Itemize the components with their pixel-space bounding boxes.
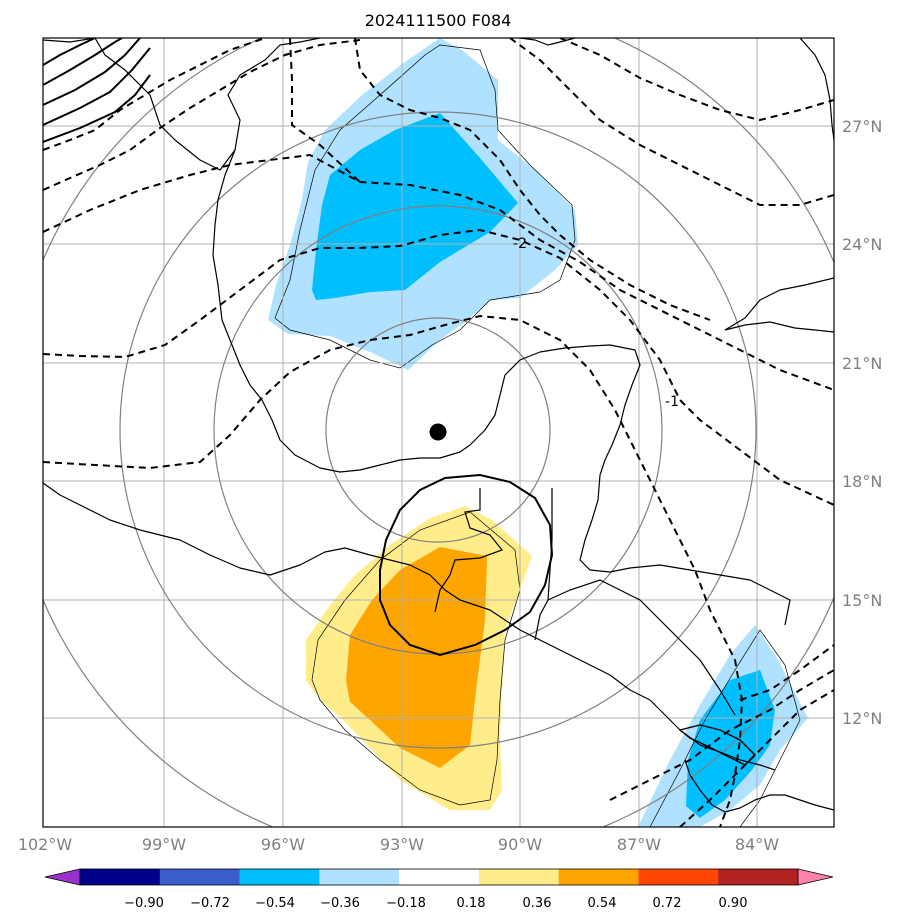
lon-label: 87°W [617, 835, 661, 854]
thin-outline-caribbean [649, 629, 801, 827]
solid-contour-5 [43, 74, 151, 143]
dashed-contour-5 [43, 314, 744, 827]
colorbar-tick-label: 0.72 [653, 896, 682, 911]
lat-label: 12°N [842, 709, 882, 728]
map-frame [42, 37, 835, 828]
colorbar-segment [399, 869, 480, 885]
map-area: -2 -1 [43, 38, 834, 827]
figure-title: 2024111500 F084 [365, 11, 512, 30]
lon-label: 93°W [380, 835, 424, 854]
lat-label: 21°N [842, 354, 882, 373]
dashed-contour-6 [289, 38, 361, 183]
lon-label: 90°W [498, 835, 542, 854]
solid-contours [43, 38, 756, 766]
coastlines [43, 38, 834, 813]
mexico-east-coast [212, 149, 471, 473]
colorbar-tick-label: −0.18 [386, 896, 426, 911]
florida-tip [799, 38, 834, 141]
thin-outline-south [311, 511, 521, 806]
solid-contour-low [379, 473, 554, 657]
colorbar-tick-label: −0.36 [320, 896, 360, 911]
colorbar-tick-label: −0.90 [124, 896, 164, 911]
lat-label: 15°N [842, 591, 882, 610]
dashed-contour-4 [43, 228, 834, 506]
colorbar-tick-label: 0.90 [719, 896, 748, 911]
pacific-central-america [459, 599, 776, 771]
colorbar-segment [558, 869, 639, 885]
thin-outline-gulf [274, 44, 576, 369]
lat-label: 18°N [842, 472, 882, 491]
lat-label: 27°N [842, 117, 882, 136]
colorbar-tick-label: 0.54 [588, 896, 617, 911]
solid-contour-1 [43, 38, 96, 66]
colorbar-segment [638, 869, 719, 885]
dashed-contour-9 [559, 38, 834, 122]
dashed-contour-12 [739, 644, 834, 701]
central-america-caribbean [579, 474, 791, 626]
dashed-contour-7 [354, 38, 711, 321]
graticule [43, 38, 834, 827]
dashed-contour-2 [43, 39, 361, 191]
cuba-south [724, 321, 834, 333]
latitude-labels: 27°N 24°N 21°N 18°N 15°N 12°N [842, 117, 882, 728]
colorbar-tick-label: 0.36 [523, 896, 552, 911]
longitude-labels: 102°W 99°W 96°W 93°W 90°W 87°W 84°W [18, 835, 779, 854]
solid-contour-caribbean [678, 724, 756, 766]
contour-label-neg1: -1 [665, 394, 679, 410]
lon-label: 102°W [18, 835, 73, 854]
lat-label: 24°N [842, 235, 882, 254]
solid-contour-3 [43, 38, 141, 106]
colorbar-segment [718, 869, 799, 885]
colorbar-segment [319, 869, 400, 885]
lon-label: 84°W [735, 835, 779, 854]
blue-shading-caribbean [686, 670, 775, 818]
dashed-contours [43, 38, 834, 827]
lon-label: 96°W [261, 835, 305, 854]
belize-border [534, 488, 553, 641]
colorbar-frame [79, 868, 799, 886]
colorbar-tick-label: −0.54 [255, 896, 295, 911]
dashed-contour-3 [43, 153, 834, 391]
costa-rica-coast [684, 759, 834, 813]
colorbar-segment [159, 869, 241, 885]
colorbar: −0.90 −0.72 −0.54 −0.36 −0.18 0.18 0.36 … [44, 868, 834, 911]
solid-contour-2 [43, 38, 123, 86]
colorbar-extend-right [797, 868, 834, 886]
honduras-border [547, 579, 736, 716]
solid-contour-4 [43, 47, 151, 126]
colorbar-segment [239, 869, 320, 885]
contour-label-neg2: -2 [513, 236, 527, 252]
borders [434, 488, 736, 716]
colorbar-segment [478, 869, 560, 885]
dashed-contour-1 [43, 38, 266, 151]
yucatan-coast [469, 344, 641, 476]
colorbar-tick-label: 0.18 [457, 896, 486, 911]
colorbar-segment [80, 869, 161, 885]
colorbar-tick-label: −0.72 [190, 896, 230, 911]
guatemala-border [434, 488, 503, 613]
cuba-coast [724, 277, 834, 331]
colorbar-extend-left [44, 868, 81, 886]
colorbar-ticks: −0.90 −0.72 −0.54 −0.36 −0.18 0.18 0.36 … [124, 896, 747, 911]
dashed-contour-11 [679, 689, 834, 827]
lon-label: 99°W [142, 835, 186, 854]
us-gulf-coast [43, 38, 321, 171]
blue-shading-gulf [312, 113, 518, 300]
storm-center-marker [429, 423, 447, 441]
dashed-contour-10 [609, 669, 834, 801]
pacific-coast [43, 482, 461, 601]
colorbar-segments [80, 869, 799, 885]
